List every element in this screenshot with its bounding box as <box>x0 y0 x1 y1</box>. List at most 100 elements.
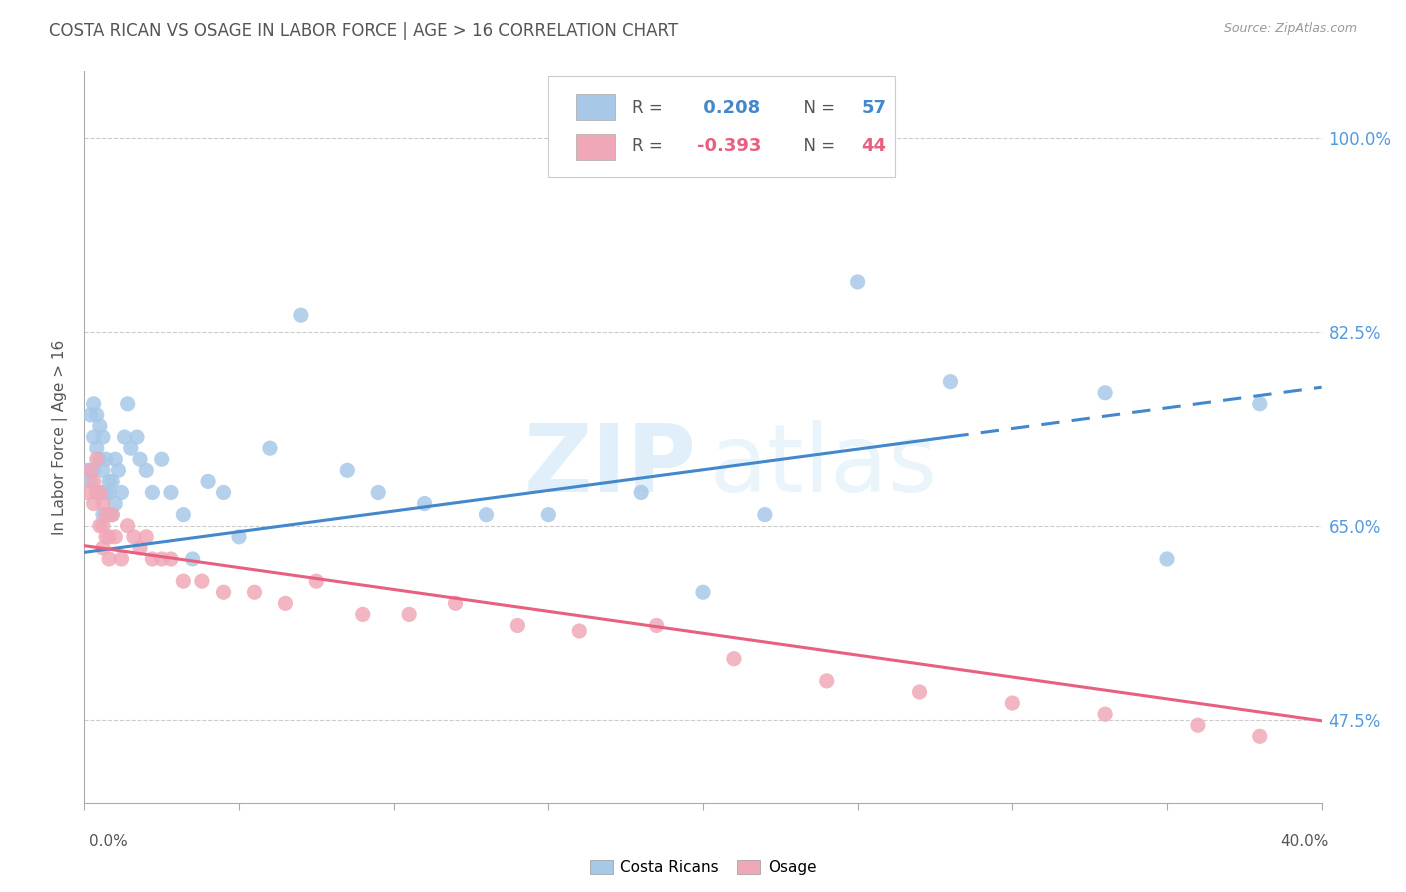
Point <box>135 463 157 477</box>
Point <box>243 585 266 599</box>
Point <box>91 497 114 511</box>
Point <box>1094 385 1116 400</box>
Point <box>129 541 152 555</box>
Point <box>91 518 114 533</box>
Point <box>79 408 101 422</box>
Point <box>212 485 235 500</box>
Legend: Costa Ricans, Osage: Costa Ricans, Osage <box>585 855 821 880</box>
Point <box>94 452 117 467</box>
Text: 0.208: 0.208 <box>697 99 761 117</box>
Text: 0.0%: 0.0% <box>89 834 128 849</box>
Point <box>336 463 359 477</box>
Point <box>537 508 560 522</box>
Point <box>413 497 436 511</box>
Point <box>506 618 529 632</box>
Point <box>83 397 105 411</box>
Point <box>150 452 173 467</box>
Point <box>181 552 204 566</box>
Point <box>1001 696 1024 710</box>
Point <box>83 430 105 444</box>
Point <box>76 463 98 477</box>
Point <box>141 485 163 500</box>
Text: -0.393: -0.393 <box>697 137 761 155</box>
Point <box>692 585 714 599</box>
Text: R =: R = <box>633 99 668 117</box>
FancyBboxPatch shape <box>575 95 616 120</box>
Point <box>908 685 931 699</box>
Point <box>117 397 139 411</box>
Point <box>122 530 145 544</box>
Point <box>114 430 136 444</box>
Point <box>290 308 312 322</box>
Point <box>98 475 121 489</box>
Point <box>110 485 132 500</box>
Point <box>98 508 121 522</box>
Point <box>259 441 281 455</box>
Point <box>98 530 121 544</box>
Point <box>475 508 498 522</box>
Point <box>83 463 105 477</box>
Point <box>110 552 132 566</box>
Point <box>212 585 235 599</box>
Point <box>86 408 108 422</box>
Point <box>1156 552 1178 566</box>
Text: 44: 44 <box>862 137 886 155</box>
Point <box>86 452 108 467</box>
Point <box>107 463 129 477</box>
Point <box>104 497 127 511</box>
Point <box>815 673 838 688</box>
Text: Source: ZipAtlas.com: Source: ZipAtlas.com <box>1223 22 1357 36</box>
Text: R =: R = <box>633 137 668 155</box>
Point <box>444 596 467 610</box>
Point <box>630 485 652 500</box>
Point <box>89 518 111 533</box>
Point <box>91 430 114 444</box>
Point <box>89 452 111 467</box>
FancyBboxPatch shape <box>548 77 894 178</box>
Point <box>141 552 163 566</box>
Point <box>94 485 117 500</box>
Point <box>76 485 98 500</box>
Point <box>150 552 173 566</box>
Point <box>1094 707 1116 722</box>
Point <box>172 508 194 522</box>
Point <box>91 485 114 500</box>
Point <box>1249 397 1271 411</box>
Point <box>101 508 124 522</box>
Point <box>86 441 108 455</box>
Point <box>86 485 108 500</box>
Point <box>89 419 111 434</box>
FancyBboxPatch shape <box>575 134 616 160</box>
Text: 40.0%: 40.0% <box>1281 834 1329 849</box>
Point <box>568 624 591 638</box>
Point <box>352 607 374 622</box>
Point <box>754 508 776 522</box>
Point <box>94 508 117 522</box>
Point <box>91 463 114 477</box>
Point <box>939 375 962 389</box>
Point <box>228 530 250 544</box>
Point <box>101 508 124 522</box>
Point <box>104 452 127 467</box>
Point <box>83 475 105 489</box>
Point <box>91 508 114 522</box>
Point <box>120 441 142 455</box>
Point <box>79 463 101 477</box>
Point <box>79 475 101 489</box>
Point <box>94 530 117 544</box>
Point <box>86 485 108 500</box>
Point <box>117 518 139 533</box>
Point <box>197 475 219 489</box>
Point <box>125 430 148 444</box>
Text: 57: 57 <box>862 99 886 117</box>
Point <box>846 275 869 289</box>
Point <box>101 475 124 489</box>
Point <box>98 552 121 566</box>
Text: COSTA RICAN VS OSAGE IN LABOR FORCE | AGE > 16 CORRELATION CHART: COSTA RICAN VS OSAGE IN LABOR FORCE | AG… <box>49 22 678 40</box>
Point <box>367 485 389 500</box>
Point <box>104 530 127 544</box>
Point <box>98 485 121 500</box>
Point <box>1249 729 1271 743</box>
Point <box>398 607 420 622</box>
Text: atlas: atlas <box>709 420 938 512</box>
